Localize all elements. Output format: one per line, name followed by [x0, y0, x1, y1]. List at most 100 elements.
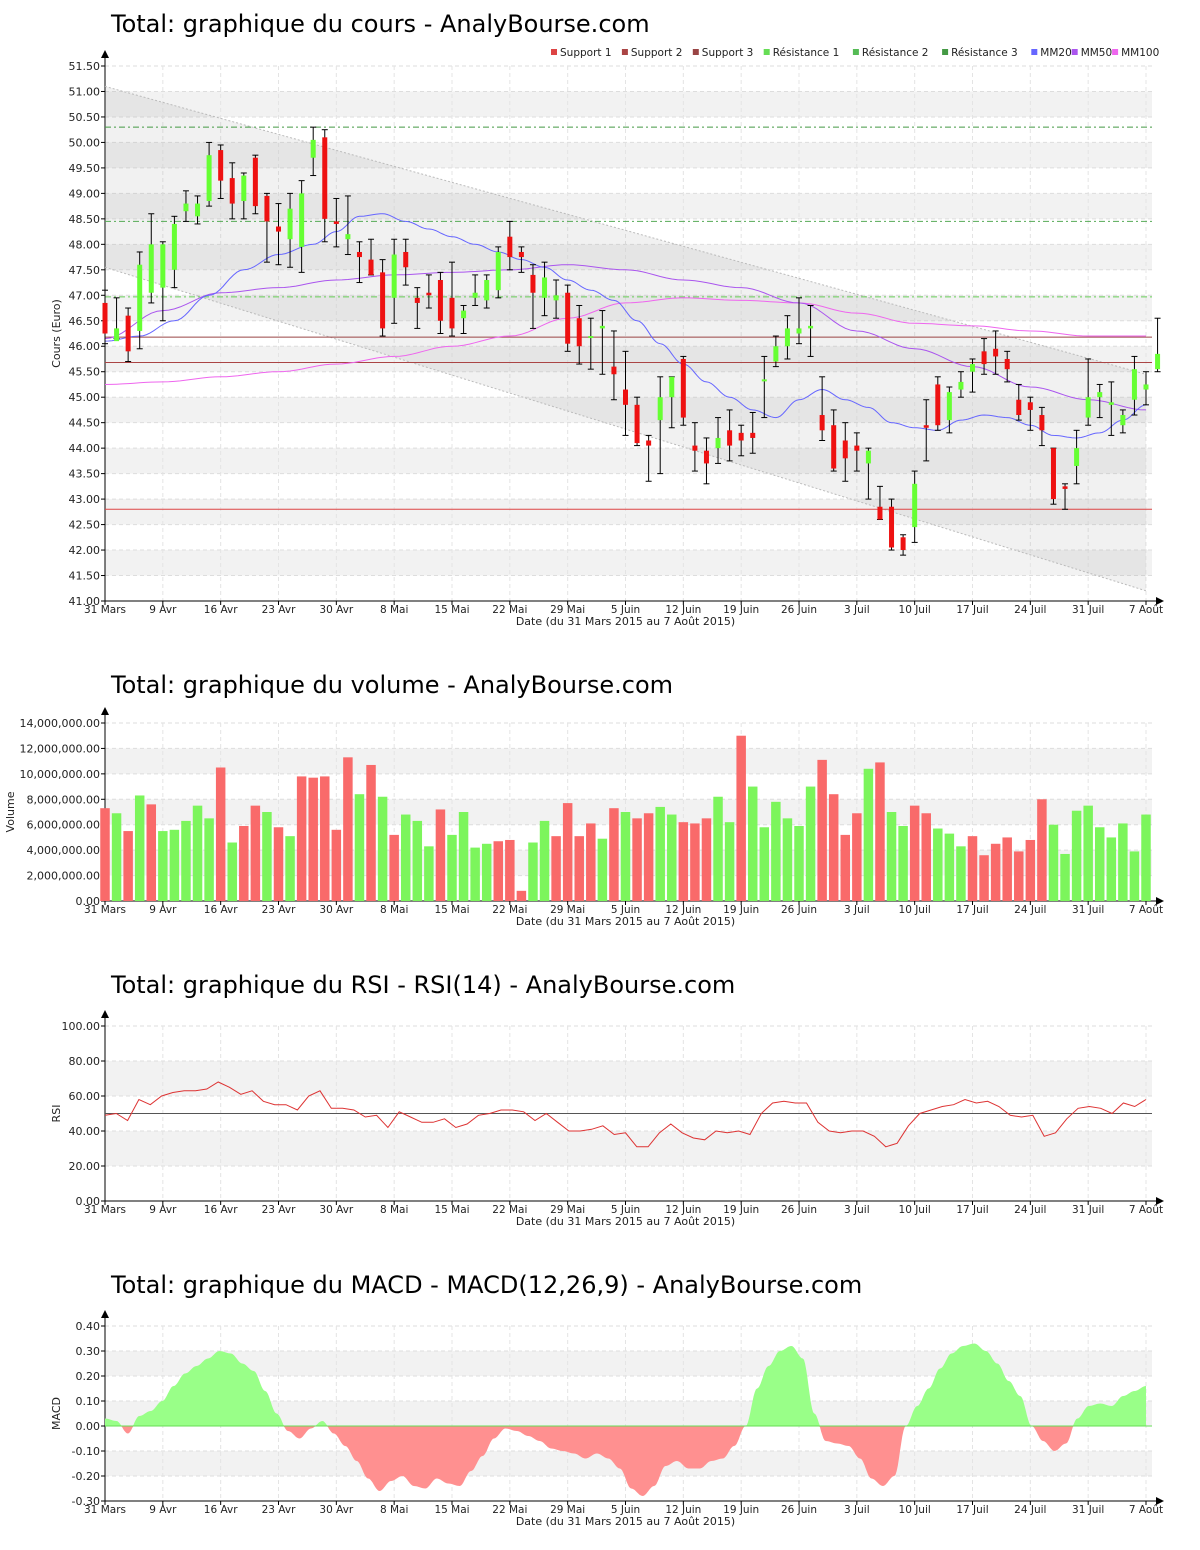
x-tick-label: 26 Juin: [781, 1204, 817, 1216]
volume-bar: [1071, 810, 1082, 901]
x-tick-label: 16 Avr: [204, 1504, 238, 1516]
candle: [298, 180, 305, 273]
volume-bar: [458, 812, 469, 901]
volume-bar: [979, 855, 989, 901]
volume-bar: [643, 813, 654, 901]
x-tick-label: 5 Juin: [611, 1204, 640, 1216]
volume-bar: [400, 814, 411, 901]
volume-bar: [296, 776, 307, 901]
candle: [460, 304, 467, 334]
x-tick-label: 7 Août: [1129, 1504, 1163, 1516]
volume-chart-title: Total: graphique du volume - AnalyBourse…: [111, 671, 674, 699]
volume-bar: [111, 813, 122, 901]
candle: [1050, 447, 1057, 505]
candle: [645, 434, 652, 482]
candle-body: [276, 226, 281, 232]
x-tick-label: 10 Juil: [899, 1504, 931, 1516]
x-tick-label: 30 Avr: [319, 1204, 353, 1216]
y-tick-label: 80.00: [69, 1055, 101, 1068]
candle: [923, 399, 930, 462]
volume-bar: [586, 823, 596, 901]
candle: [182, 190, 189, 222]
legend-label: Support 2: [631, 47, 683, 59]
y-tick-label: 0.20: [76, 1370, 101, 1383]
volume-bar: [990, 843, 1001, 901]
volume-bar: [146, 804, 157, 901]
candle: [1143, 371, 1149, 406]
legend-label: MM50: [1081, 47, 1112, 59]
x-axis-label: Date (du 31 Mars 2015 au 7 Août 2015): [516, 1215, 735, 1228]
volume-bar: [1048, 824, 1059, 901]
x-tick-label: 30 Avr: [319, 604, 353, 616]
volume-bar: [898, 825, 908, 901]
volume-bar: [424, 846, 434, 901]
candle-body: [981, 351, 987, 365]
candle: [865, 447, 872, 500]
candle-body: [923, 425, 929, 428]
candle: [657, 376, 664, 475]
volume-bar: [852, 813, 862, 901]
candle-body: [1074, 448, 1080, 466]
volume-bar: [308, 777, 318, 901]
x-tick-label: 29 Mai: [550, 1204, 585, 1216]
candle-body: [391, 254, 397, 298]
volume-bar: [690, 823, 700, 901]
grid-band: [105, 748, 1152, 774]
x-tick-label: 8 Mai: [380, 604, 408, 616]
y-tick-label: 10,000,000.00: [20, 768, 100, 781]
legend-swatch: [621, 49, 628, 55]
volume-bar: [123, 831, 133, 901]
volume-bar: [262, 812, 272, 901]
y-tick-label: 60.00: [69, 1090, 101, 1103]
candle-body: [426, 292, 432, 296]
volume-bar: [1129, 851, 1140, 901]
volume-bar: [863, 768, 874, 901]
x-tick-label: 22 Mai: [492, 1504, 527, 1516]
x-tick-label: 30 Avr: [319, 1504, 353, 1516]
y-tick-label: 0.30: [76, 1345, 101, 1358]
candle-body: [1004, 358, 1010, 370]
candle-body: [819, 415, 825, 431]
candle-body: [1062, 486, 1068, 489]
volume-bar: [667, 814, 677, 901]
candle-body: [946, 392, 952, 421]
volume-bar: [1118, 823, 1128, 901]
candle-body: [507, 236, 513, 258]
x-tick-label: 7 Août: [1129, 1204, 1163, 1216]
x-axis-label: Date (du 31 Mars 2015 au 7 Août 2015): [516, 915, 735, 928]
candle-body: [287, 208, 293, 240]
volume-bar: [967, 836, 978, 901]
y-tick-label: 40.00: [69, 1125, 101, 1138]
candle-body: [993, 348, 999, 357]
y-axis-label: Volume: [4, 791, 17, 832]
volume-bar: [1014, 851, 1024, 901]
candle: [287, 192, 294, 268]
candle: [1108, 381, 1115, 436]
x-tick-label: 12 Juin: [665, 1504, 701, 1516]
volume-bar: [389, 834, 399, 901]
candle: [217, 144, 224, 199]
x-tick-label: 26 Juin: [781, 604, 817, 616]
candle: [957, 371, 964, 398]
y-axis-arrow: [101, 50, 109, 58]
legend-swatch: [942, 49, 949, 55]
volume-bar: [782, 818, 793, 901]
volume-bar: [933, 828, 943, 901]
volume-bar: [377, 796, 388, 901]
y-tick-label: -0.10: [72, 1445, 100, 1458]
x-tick-label: 17 Juil: [956, 904, 988, 916]
candle-body: [1097, 392, 1103, 398]
x-tick-label: 22 Mai: [492, 1204, 527, 1216]
candle: [321, 129, 328, 243]
legend-label: Résistance 3: [951, 47, 1018, 59]
candle-body: [773, 346, 779, 362]
x-tick-label: 5 Juin: [611, 604, 640, 616]
x-tick-label: 22 Mai: [492, 604, 527, 616]
price-chart: 41.00 41.50 42.00 42.50 43.00 43.50 44.00 44.50…: [50, 47, 1164, 628]
candle-body: [877, 506, 883, 520]
volume-bar: [805, 786, 816, 901]
candle: [784, 315, 791, 360]
candle: [691, 422, 698, 472]
candle: [668, 376, 675, 429]
volume-bar: [354, 794, 365, 901]
